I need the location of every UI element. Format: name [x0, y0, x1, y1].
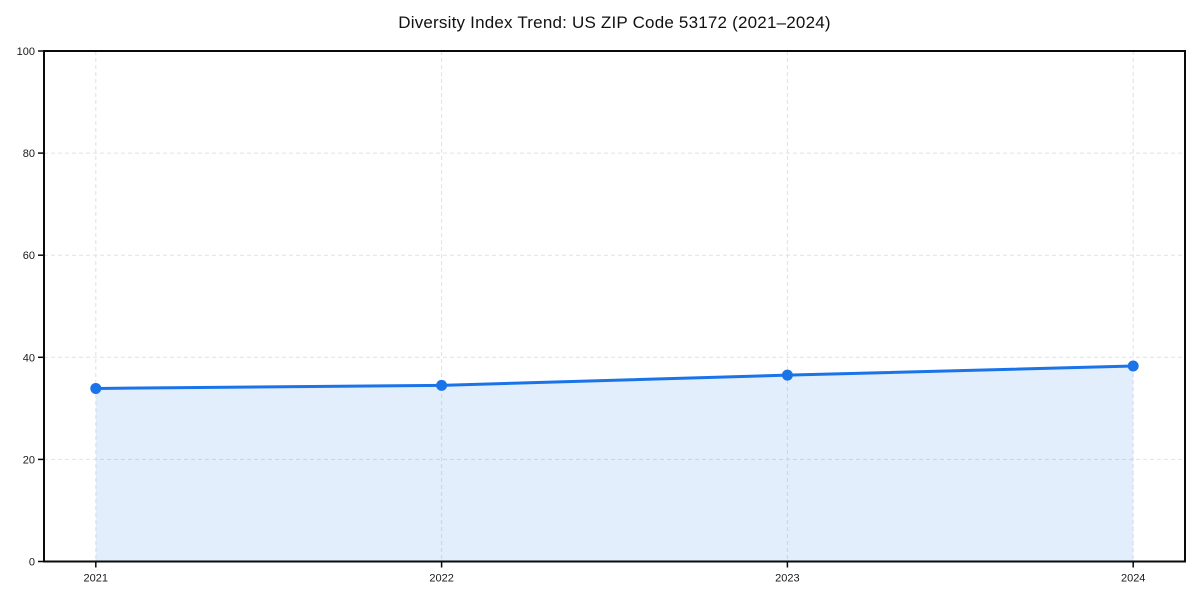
- data-point: [1127, 360, 1139, 372]
- data-point: [781, 369, 793, 381]
- data-point: [90, 382, 102, 394]
- x-tick-label: 2022: [429, 573, 453, 585]
- trend-line: [94, 364, 1135, 390]
- x-tick-label: 2024: [1121, 573, 1145, 585]
- plot-border: [43, 50, 1186, 563]
- area-fill: [95, 365, 1134, 562]
- y-tick-label: 100: [17, 46, 35, 58]
- y-tick-label: 40: [23, 352, 35, 364]
- y-tick-label: 20: [23, 454, 35, 466]
- y-tick-label: 0: [29, 557, 35, 569]
- x-tick-label: 2023: [775, 573, 799, 585]
- x-tick-label: 2021: [84, 573, 108, 585]
- y-tick-label: 80: [23, 148, 35, 160]
- data-point: [436, 379, 448, 391]
- chart-title: Diversity Index Trend: US ZIP Code 53172…: [398, 13, 831, 32]
- y-tick-label: 60: [23, 250, 35, 262]
